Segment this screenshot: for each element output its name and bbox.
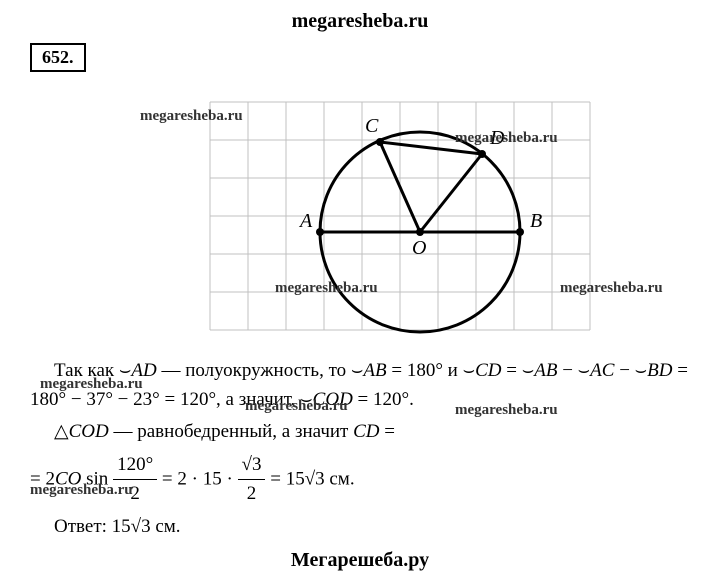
- solution-text: Так как ⌣AD — полуокружность, то ⌣AB = 1…: [30, 357, 690, 541]
- svg-text:O: O: [412, 237, 426, 259]
- diagram-svg: A B C D O: [110, 92, 610, 342]
- svg-text:A: A: [298, 210, 313, 232]
- svg-text:D: D: [489, 127, 505, 149]
- svg-text:C: C: [365, 115, 379, 137]
- solution-line-1: Так как ⌣AD — полуокружность, то ⌣AB = 1…: [30, 357, 690, 414]
- svg-text:B: B: [530, 210, 542, 232]
- site-header: megaresheba.ru: [30, 10, 690, 33]
- solution-line-2: △COD — равнобедренный, а значит CD =: [30, 418, 690, 447]
- fraction-2: √32: [238, 451, 266, 509]
- solution-line-3: = 2CO sin 120°2 = 2 · 15 · √32 = 15√3 см…: [30, 451, 690, 509]
- fraction-1: 120°2: [113, 451, 157, 509]
- geometry-diagram: A B C D O: [30, 92, 690, 347]
- site-footer: Мегарешеба.ру: [30, 549, 690, 572]
- problem-number: 652.: [30, 43, 86, 72]
- answer-line: Ответ: 15√3 см.: [30, 513, 690, 542]
